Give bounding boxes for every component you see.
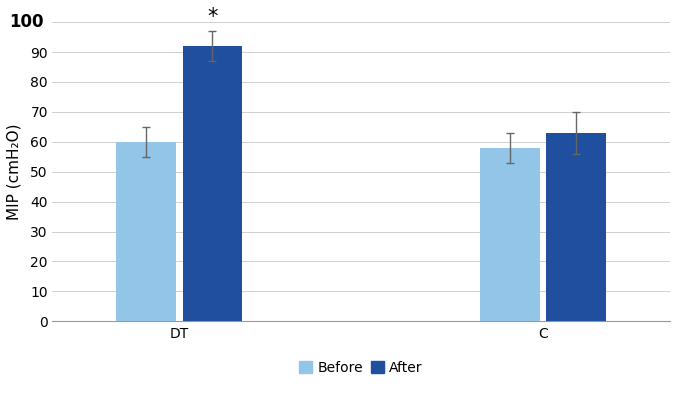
- Legend: Before, After: Before, After: [294, 355, 429, 380]
- Bar: [546, 133, 606, 322]
- Text: *: *: [207, 7, 217, 27]
- Y-axis label: MIP (cmH₂O): MIP (cmH₂O): [7, 123, 22, 220]
- Text: 100: 100: [9, 13, 44, 31]
- Bar: [183, 46, 242, 322]
- Bar: [480, 148, 540, 322]
- Bar: [116, 142, 176, 322]
